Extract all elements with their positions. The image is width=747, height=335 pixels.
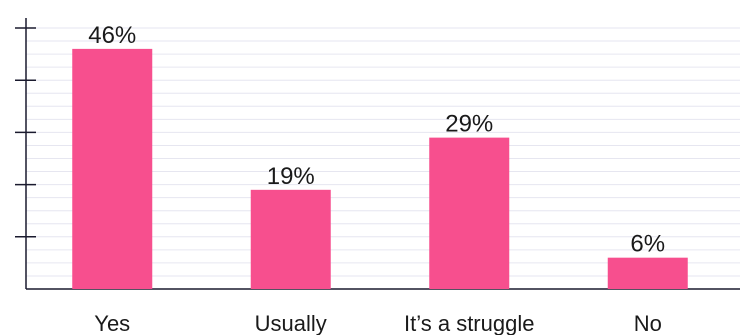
bar bbox=[250, 189, 331, 289]
category-label: Yes bbox=[94, 311, 130, 335]
bar bbox=[72, 48, 153, 289]
category-label: It’s a struggle bbox=[404, 311, 534, 335]
data-label: 6% bbox=[630, 231, 665, 258]
data-label: 19% bbox=[267, 163, 315, 190]
data-label: 29% bbox=[445, 111, 493, 138]
bars bbox=[72, 48, 688, 289]
data-label: 46% bbox=[88, 22, 136, 49]
category-labels: Yes Usually It’s a struggle No bbox=[94, 311, 662, 335]
category-label: Usually bbox=[255, 311, 327, 335]
bar bbox=[607, 257, 688, 289]
category-label: No bbox=[634, 311, 662, 335]
data-labels: 46% 19% 29% 6% bbox=[88, 22, 665, 258]
bar bbox=[429, 137, 510, 289]
